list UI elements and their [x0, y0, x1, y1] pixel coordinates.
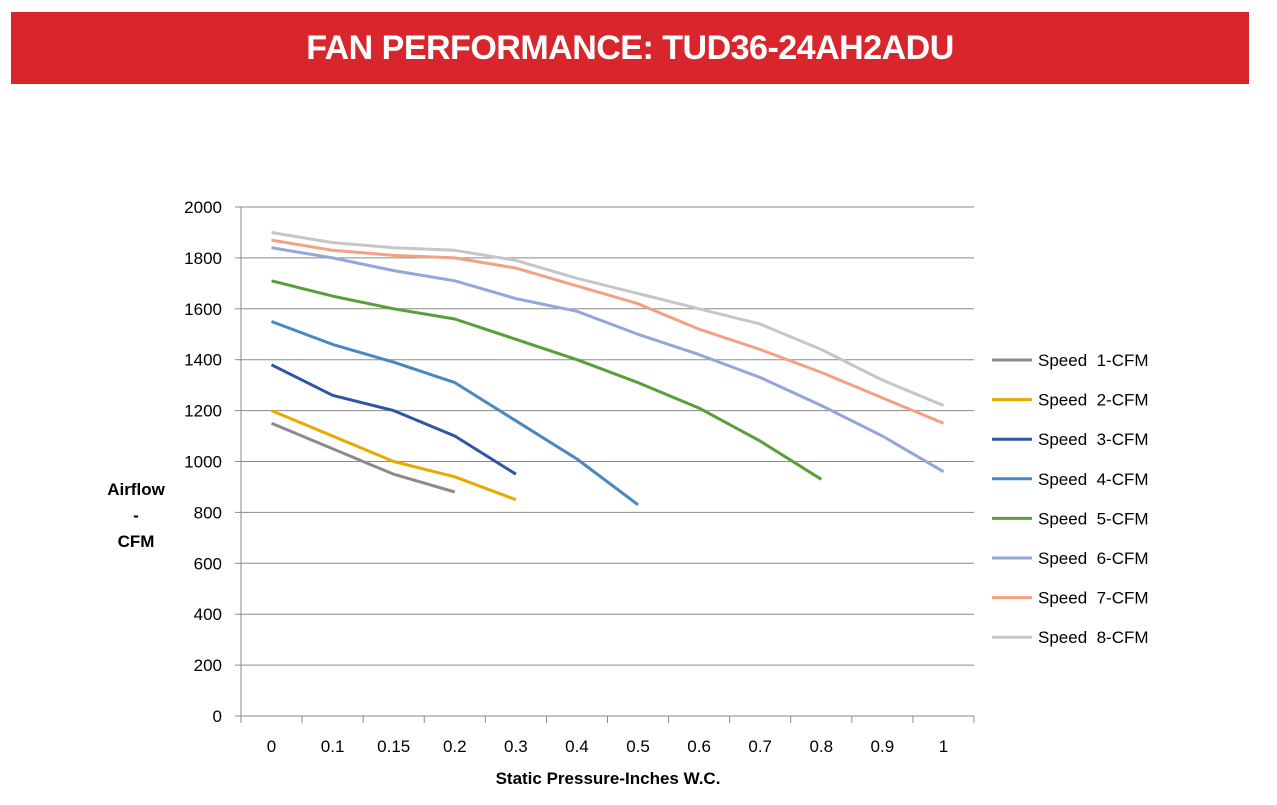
x-tick-label: 0.5: [626, 737, 650, 756]
y-tick-label: 800: [194, 503, 222, 522]
y-tick-label: 1600: [184, 300, 222, 319]
series-line-speed-4: [270, 320, 639, 506]
series-line-speed-7: [271, 238, 945, 425]
y-tick-label: 2000: [184, 198, 222, 217]
x-tick-label: 0.4: [565, 737, 589, 756]
x-tick-label: 0.8: [809, 737, 833, 756]
y-axis-label-line1: Airflow: [107, 480, 165, 499]
axes: [235, 206, 975, 723]
legend-label-speed-5: Speed 5-CFM: [1038, 509, 1149, 528]
legend-label-speed-1: Speed 1-CFM: [1038, 351, 1149, 370]
x-tick-label: 1: [939, 737, 948, 756]
tick-labels: 0 200 400 600 800 1000 1200 1400 1600 1800 2000 0 0.…: [184, 198, 948, 756]
x-tick-label: 0.2: [443, 737, 467, 756]
series-lines: [270, 231, 945, 506]
y-tick-label: 1400: [184, 351, 222, 370]
x-tick-label: 0.6: [687, 737, 711, 756]
page-title: FAN PERFORMANCE: TUD36-24AH2ADU: [306, 28, 954, 67]
series-line-speed-8: [271, 231, 945, 407]
x-axis-label: Static Pressure-Inches W.C.: [496, 769, 721, 788]
y-axis-label-line3: CFM: [118, 532, 155, 551]
series-line-speed-6: [271, 246, 945, 473]
y-tick-label: 1200: [184, 402, 222, 421]
y-tick-label: 0: [213, 707, 222, 726]
y-tick-label: 400: [194, 605, 222, 624]
legend-label-speed-6: Speed 6-CFM: [1038, 549, 1149, 568]
y-tick-label: 1800: [184, 249, 222, 268]
legend-label-speed-2: Speed 2-CFM: [1038, 391, 1149, 410]
x-tick-label: 0: [267, 737, 276, 756]
legend-label-speed-8: Speed 8-CFM: [1038, 628, 1149, 647]
gridlines: [241, 206, 974, 666]
y-axis-label-line2: -: [133, 506, 139, 525]
title-banner: FAN PERFORMANCE: TUD36-24AH2ADU: [11, 12, 1249, 84]
series-line-speed-2: [270, 409, 517, 502]
legend-label-speed-7: Speed 7-CFM: [1038, 589, 1149, 608]
x-tick-label: 0.15: [377, 737, 410, 756]
legend: Speed 1-CFM Speed 2-CFM Speed 3-CFM Speed 4…: [992, 351, 1149, 647]
x-tick-label: 0.9: [871, 737, 895, 756]
series-line-speed-3: [270, 363, 517, 476]
x-tick-label: 0.7: [748, 737, 772, 756]
series-line-speed-5: [271, 279, 823, 481]
x-tick-label: 0.1: [321, 737, 345, 756]
series-line-speed-1: [270, 421, 456, 494]
x-tick-label: 0.3: [504, 737, 528, 756]
legend-label-speed-4: Speed 4-CFM: [1038, 470, 1149, 489]
y-tick-label: 200: [194, 656, 222, 675]
legend-label-speed-3: Speed 3-CFM: [1038, 430, 1149, 449]
y-tick-label: 600: [194, 554, 222, 573]
y-tick-label: 1000: [184, 453, 222, 472]
